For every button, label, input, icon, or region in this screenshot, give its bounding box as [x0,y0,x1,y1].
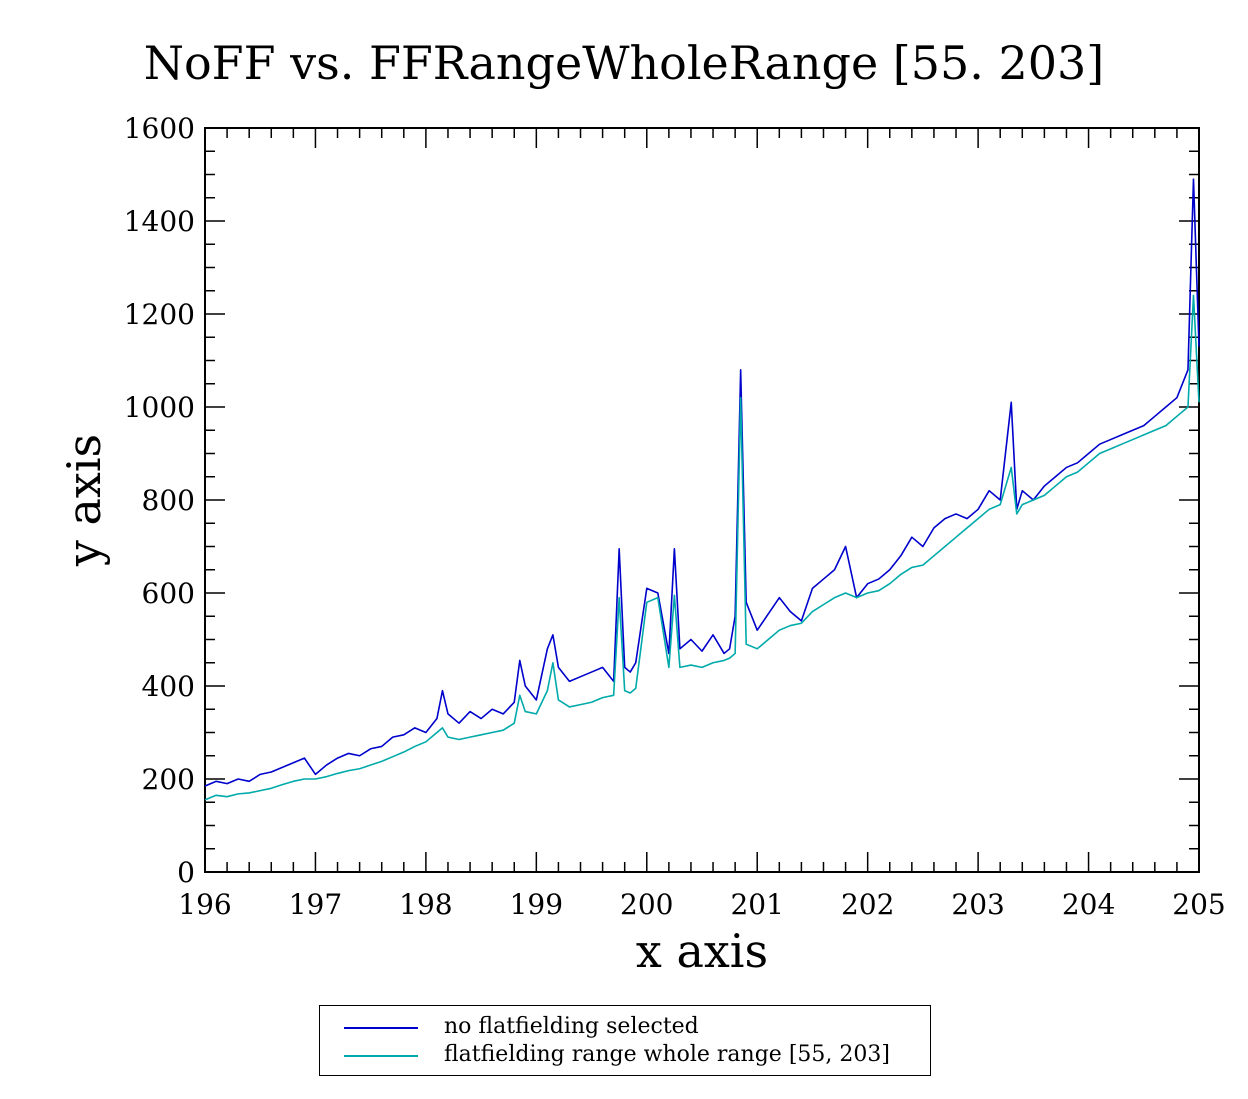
x-tick-label: 202 [841,888,894,921]
y-axis-label: y axis [57,433,111,567]
y-tick-label: 0 [177,856,195,889]
y-tick-label: 1600 [124,112,195,145]
axis-ticks [204,127,1200,873]
legend-label-no-flatfielding: no flatfielding selected [444,1014,699,1039]
x-tick-label: 203 [951,888,1004,921]
y-tick-label: 800 [142,484,195,517]
x-tick-label: 196 [178,888,231,921]
legend-entry-flatfielding: flatfielding range whole range [55, 203] [320,1042,930,1070]
series-lines [204,178,1200,801]
x-tick-label: 197 [289,888,342,921]
x-tick-label: 199 [510,888,563,921]
x-tick-label: 200 [620,888,673,921]
legend-swatch-flatfielding [344,1055,418,1057]
y-tick-label: 1400 [124,205,195,238]
plot-area-frame [204,127,1200,873]
series-line-no-flatfielding [204,178,1200,787]
y-tick-label: 200 [142,763,195,796]
legend: no flatfielding selected flatfielding ra… [319,1005,931,1076]
y-tick-label: 1000 [124,391,195,424]
x-tick-label: 201 [730,888,783,921]
legend-swatch-no-flatfielding [344,1027,418,1029]
y-tick-label: 400 [142,670,195,703]
axis-tick-labels: 196 197 198 199 200 201 202 203 204 205 0 200 400 600… [124,112,1226,921]
x-axis-label: x axis [635,924,769,978]
x-tick-label: 204 [1062,888,1115,921]
x-tick-label: 198 [399,888,452,921]
y-tick-label: 1200 [124,298,195,331]
legend-entry-no-flatfielding: no flatfielding selected [320,1014,930,1042]
x-tick-label: 205 [1172,888,1225,921]
y-tick-label: 600 [142,577,195,610]
chart-title: NoFF vs. FFRangeWholeRange [55. 203] [143,36,1105,90]
legend-label-flatfielding: flatfielding range whole range [55, 203] [444,1042,890,1067]
series-line-flatfielding [204,294,1200,801]
